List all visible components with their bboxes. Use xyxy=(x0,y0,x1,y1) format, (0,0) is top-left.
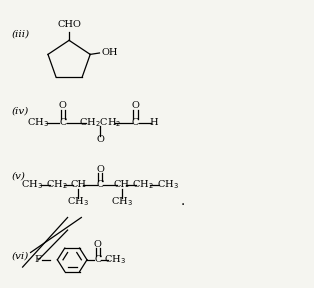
Text: CH$_2$: CH$_2$ xyxy=(46,179,68,191)
Text: O: O xyxy=(94,240,102,249)
Text: F: F xyxy=(35,255,42,264)
Text: O: O xyxy=(96,135,104,144)
Text: O: O xyxy=(132,101,139,110)
Text: CH$_3$: CH$_3$ xyxy=(111,196,133,208)
Text: OH: OH xyxy=(101,48,117,57)
Text: CH$_3$: CH$_3$ xyxy=(104,253,126,266)
Text: CH: CH xyxy=(114,181,130,190)
Text: CH$_3$: CH$_3$ xyxy=(27,116,49,129)
Text: C: C xyxy=(59,118,67,127)
Text: C: C xyxy=(132,118,139,127)
Text: CH: CH xyxy=(70,181,86,190)
Text: .: . xyxy=(181,195,185,209)
Text: CH$_3$: CH$_3$ xyxy=(157,179,179,191)
Text: C: C xyxy=(94,255,101,264)
Text: O: O xyxy=(59,101,67,110)
Text: C: C xyxy=(96,181,104,190)
Text: O: O xyxy=(96,165,104,174)
Text: (vi): (vi) xyxy=(12,251,29,260)
Text: CH$_2$: CH$_2$ xyxy=(132,179,154,191)
Text: CH$_3$: CH$_3$ xyxy=(68,196,89,208)
Text: CH$_3$: CH$_3$ xyxy=(21,179,43,191)
Text: CHO: CHO xyxy=(57,20,81,29)
Text: (iv): (iv) xyxy=(12,107,29,116)
Text: H: H xyxy=(149,118,158,127)
Text: (iii): (iii) xyxy=(12,29,30,38)
Text: (v): (v) xyxy=(12,172,26,181)
Text: CH$_2$CH$_2$: CH$_2$CH$_2$ xyxy=(79,116,121,129)
